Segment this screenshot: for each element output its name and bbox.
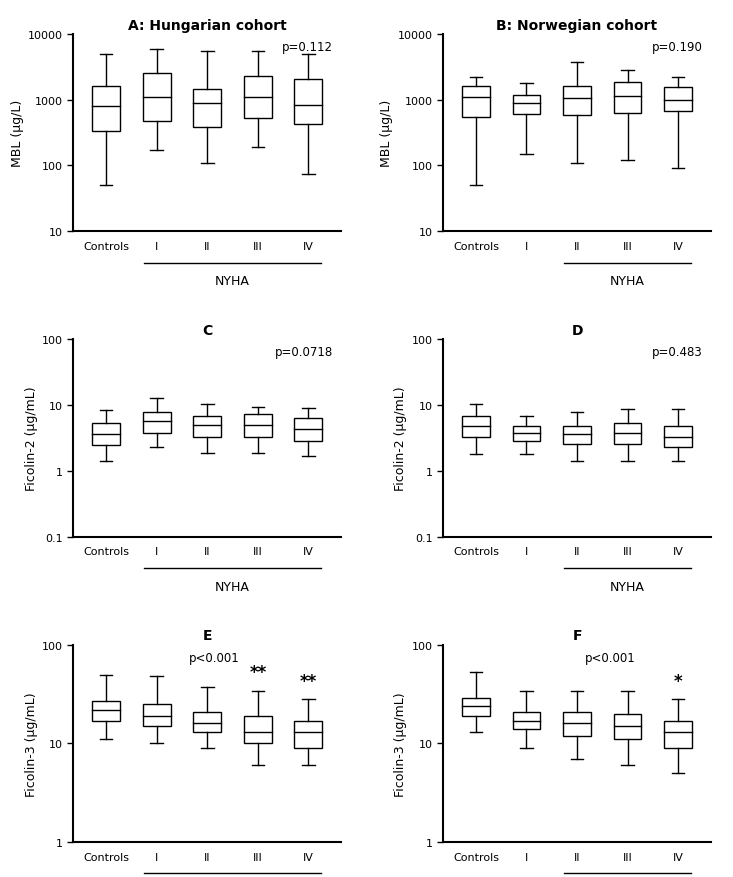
Bar <box>244 717 272 744</box>
Text: NYHA: NYHA <box>215 275 250 289</box>
Bar <box>244 77 272 118</box>
Bar <box>512 96 540 115</box>
Text: p=0.112: p=0.112 <box>282 41 334 54</box>
Title: E: E <box>202 629 212 643</box>
Text: p=0.0718: p=0.0718 <box>275 346 334 359</box>
Bar <box>462 417 490 438</box>
Bar <box>92 424 120 446</box>
Bar <box>614 83 641 114</box>
Text: p=0.483: p=0.483 <box>652 346 703 359</box>
Title: F: F <box>572 629 582 643</box>
Text: *: * <box>674 672 682 690</box>
Bar <box>664 426 692 447</box>
Text: p<0.001: p<0.001 <box>585 651 636 664</box>
Y-axis label: MBL (μg/L): MBL (μg/L) <box>11 100 23 167</box>
Bar <box>462 698 490 717</box>
Y-axis label: MBL (μg/L): MBL (μg/L) <box>380 100 394 167</box>
Bar <box>295 419 323 442</box>
Text: **: ** <box>300 672 317 690</box>
Title: A: Hungarian cohort: A: Hungarian cohort <box>128 18 287 32</box>
Text: NYHA: NYHA <box>215 581 250 593</box>
Bar <box>563 87 591 116</box>
Title: B: Norwegian cohort: B: Norwegian cohort <box>496 18 658 32</box>
Text: **: ** <box>249 664 267 681</box>
Title: C: C <box>202 324 213 338</box>
Bar <box>143 413 171 433</box>
Bar <box>194 712 221 732</box>
Bar <box>143 704 171 726</box>
Bar <box>664 721 692 748</box>
Bar <box>614 424 641 444</box>
Bar <box>295 80 323 125</box>
Title: D: D <box>571 324 583 338</box>
Bar <box>92 88 120 132</box>
Bar <box>194 417 221 438</box>
Text: p=0.190: p=0.190 <box>652 41 703 54</box>
Bar <box>194 90 221 128</box>
Bar <box>295 721 323 748</box>
Bar <box>512 426 540 442</box>
Bar <box>664 89 692 111</box>
Bar <box>512 712 540 729</box>
Bar <box>92 701 120 721</box>
Text: p<0.001: p<0.001 <box>188 651 240 664</box>
Bar <box>614 714 641 739</box>
Text: NYHA: NYHA <box>610 275 645 289</box>
Bar <box>563 426 591 444</box>
Bar <box>462 88 490 118</box>
Y-axis label: Ficolin-3 (μg/mL): Ficolin-3 (μg/mL) <box>394 691 408 795</box>
Text: NYHA: NYHA <box>610 581 645 593</box>
Bar <box>244 415 272 438</box>
Y-axis label: Ficolin-2 (μg/mL): Ficolin-2 (μg/mL) <box>25 386 37 491</box>
Y-axis label: Ficolin-3 (μg/mL): Ficolin-3 (μg/mL) <box>25 691 37 795</box>
Bar <box>563 712 591 736</box>
Bar <box>143 74 171 122</box>
Y-axis label: Ficolin-2 (μg/mL): Ficolin-2 (μg/mL) <box>394 386 408 491</box>
